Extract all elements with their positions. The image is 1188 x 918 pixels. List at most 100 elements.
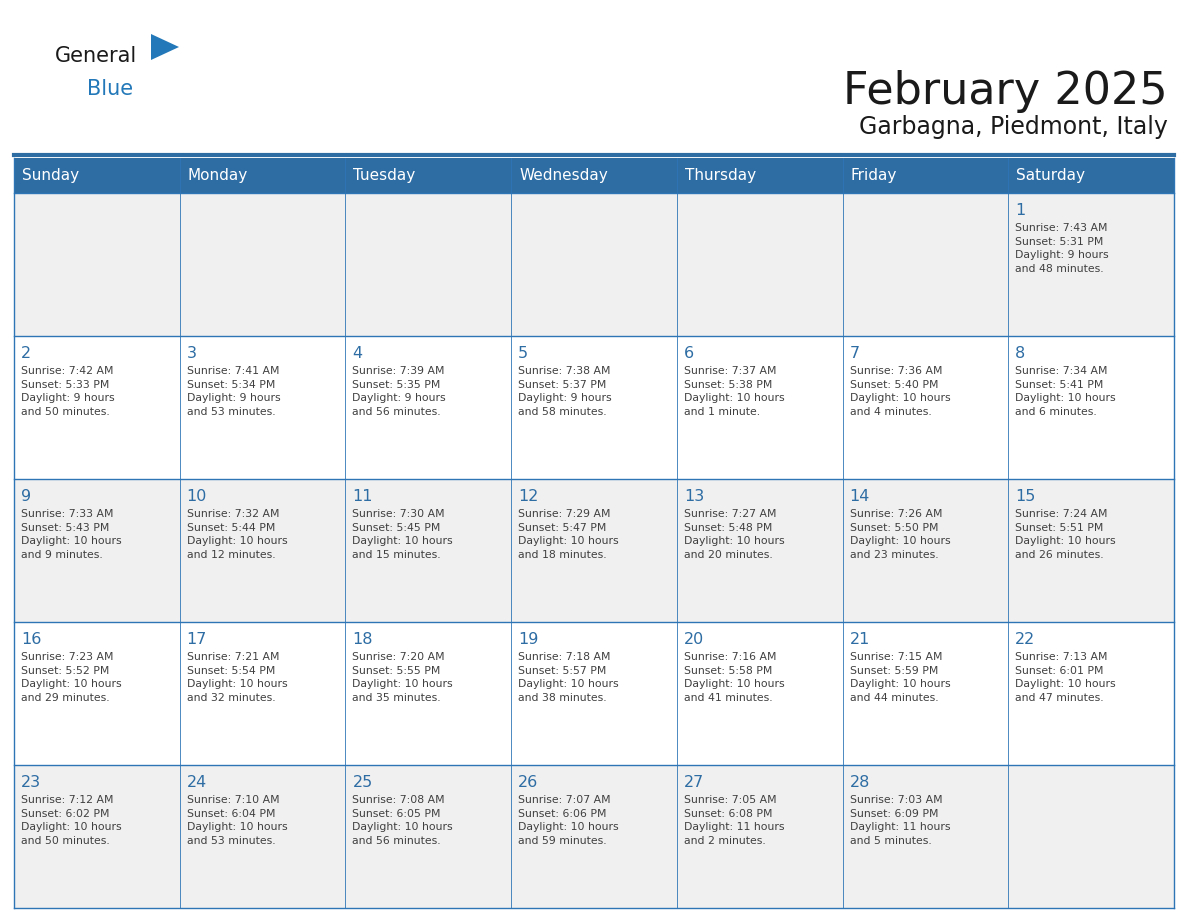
Bar	[179, 193, 346, 336]
Text: Sunrise: 7:37 AM
Sunset: 5:38 PM
Daylight: 10 hours
and 1 minute.: Sunrise: 7:37 AM Sunset: 5:38 PM Dayligh…	[684, 366, 784, 417]
Text: 8: 8	[1016, 346, 1025, 361]
Text: Thursday: Thursday	[684, 168, 756, 183]
Bar	[842, 765, 1009, 908]
Bar	[14, 479, 179, 622]
Text: 12: 12	[518, 489, 538, 504]
Bar	[179, 336, 346, 479]
Text: Saturday: Saturday	[1016, 168, 1086, 183]
Text: Sunday: Sunday	[23, 168, 80, 183]
Text: 13: 13	[684, 489, 704, 504]
Bar	[14, 765, 179, 908]
Text: 9: 9	[21, 489, 31, 504]
Text: 10: 10	[187, 489, 207, 504]
Bar	[677, 765, 842, 908]
Bar	[1009, 193, 1174, 336]
Text: Blue: Blue	[87, 79, 133, 99]
Bar	[179, 622, 346, 765]
Text: Sunrise: 7:29 AM
Sunset: 5:47 PM
Daylight: 10 hours
and 18 minutes.: Sunrise: 7:29 AM Sunset: 5:47 PM Dayligh…	[518, 509, 619, 560]
Text: 3: 3	[187, 346, 197, 361]
Text: Sunrise: 7:39 AM
Sunset: 5:35 PM
Daylight: 9 hours
and 56 minutes.: Sunrise: 7:39 AM Sunset: 5:35 PM Dayligh…	[353, 366, 446, 417]
Text: Sunrise: 7:36 AM
Sunset: 5:40 PM
Daylight: 10 hours
and 4 minutes.: Sunrise: 7:36 AM Sunset: 5:40 PM Dayligh…	[849, 366, 950, 417]
Text: 23: 23	[21, 775, 42, 790]
Text: Sunrise: 7:18 AM
Sunset: 5:57 PM
Daylight: 10 hours
and 38 minutes.: Sunrise: 7:18 AM Sunset: 5:57 PM Dayligh…	[518, 652, 619, 703]
Bar	[842, 479, 1009, 622]
Text: Sunrise: 7:26 AM
Sunset: 5:50 PM
Daylight: 10 hours
and 23 minutes.: Sunrise: 7:26 AM Sunset: 5:50 PM Dayligh…	[849, 509, 950, 560]
Text: Sunrise: 7:41 AM
Sunset: 5:34 PM
Daylight: 9 hours
and 53 minutes.: Sunrise: 7:41 AM Sunset: 5:34 PM Dayligh…	[187, 366, 280, 417]
Text: Tuesday: Tuesday	[353, 168, 416, 183]
Text: February 2025: February 2025	[843, 70, 1168, 113]
Bar	[842, 622, 1009, 765]
Bar	[842, 193, 1009, 336]
Text: Sunrise: 7:15 AM
Sunset: 5:59 PM
Daylight: 10 hours
and 44 minutes.: Sunrise: 7:15 AM Sunset: 5:59 PM Dayligh…	[849, 652, 950, 703]
Bar	[346, 622, 511, 765]
Text: Sunrise: 7:23 AM
Sunset: 5:52 PM
Daylight: 10 hours
and 29 minutes.: Sunrise: 7:23 AM Sunset: 5:52 PM Dayligh…	[21, 652, 121, 703]
Text: Sunrise: 7:20 AM
Sunset: 5:55 PM
Daylight: 10 hours
and 35 minutes.: Sunrise: 7:20 AM Sunset: 5:55 PM Dayligh…	[353, 652, 453, 703]
Bar	[511, 193, 677, 336]
Text: 28: 28	[849, 775, 870, 790]
Bar	[677, 622, 842, 765]
Text: General: General	[55, 46, 138, 66]
Bar	[511, 765, 677, 908]
Bar	[677, 336, 842, 479]
Text: 17: 17	[187, 632, 207, 647]
Text: Sunrise: 7:03 AM
Sunset: 6:09 PM
Daylight: 11 hours
and 5 minutes.: Sunrise: 7:03 AM Sunset: 6:09 PM Dayligh…	[849, 795, 950, 845]
Bar	[14, 336, 179, 479]
Text: 20: 20	[684, 632, 704, 647]
Text: 5: 5	[518, 346, 529, 361]
Bar	[1009, 336, 1174, 479]
Bar	[1009, 479, 1174, 622]
Text: 2: 2	[21, 346, 31, 361]
Text: Wednesday: Wednesday	[519, 168, 608, 183]
Text: Sunrise: 7:43 AM
Sunset: 5:31 PM
Daylight: 9 hours
and 48 minutes.: Sunrise: 7:43 AM Sunset: 5:31 PM Dayligh…	[1016, 223, 1108, 274]
Bar	[1009, 765, 1174, 908]
Text: 25: 25	[353, 775, 373, 790]
Bar	[346, 479, 511, 622]
Text: Sunrise: 7:12 AM
Sunset: 6:02 PM
Daylight: 10 hours
and 50 minutes.: Sunrise: 7:12 AM Sunset: 6:02 PM Dayligh…	[21, 795, 121, 845]
Text: 1: 1	[1016, 203, 1025, 218]
Bar	[14, 193, 179, 336]
Bar	[14, 158, 1174, 193]
Text: 7: 7	[849, 346, 860, 361]
Bar	[179, 765, 346, 908]
Text: Garbagna, Piedmont, Italy: Garbagna, Piedmont, Italy	[859, 115, 1168, 139]
Text: 6: 6	[684, 346, 694, 361]
Bar	[346, 193, 511, 336]
Text: 21: 21	[849, 632, 870, 647]
Text: 27: 27	[684, 775, 704, 790]
Text: Sunrise: 7:16 AM
Sunset: 5:58 PM
Daylight: 10 hours
and 41 minutes.: Sunrise: 7:16 AM Sunset: 5:58 PM Dayligh…	[684, 652, 784, 703]
Text: Sunrise: 7:34 AM
Sunset: 5:41 PM
Daylight: 10 hours
and 6 minutes.: Sunrise: 7:34 AM Sunset: 5:41 PM Dayligh…	[1016, 366, 1116, 417]
Text: 14: 14	[849, 489, 870, 504]
Text: Friday: Friday	[851, 168, 897, 183]
Text: 26: 26	[518, 775, 538, 790]
Text: Sunrise: 7:38 AM
Sunset: 5:37 PM
Daylight: 9 hours
and 58 minutes.: Sunrise: 7:38 AM Sunset: 5:37 PM Dayligh…	[518, 366, 612, 417]
Bar	[346, 765, 511, 908]
Bar	[677, 479, 842, 622]
Bar	[842, 336, 1009, 479]
Text: 18: 18	[353, 632, 373, 647]
Text: Sunrise: 7:13 AM
Sunset: 6:01 PM
Daylight: 10 hours
and 47 minutes.: Sunrise: 7:13 AM Sunset: 6:01 PM Dayligh…	[1016, 652, 1116, 703]
Text: 15: 15	[1016, 489, 1036, 504]
Text: Sunrise: 7:24 AM
Sunset: 5:51 PM
Daylight: 10 hours
and 26 minutes.: Sunrise: 7:24 AM Sunset: 5:51 PM Dayligh…	[1016, 509, 1116, 560]
Bar	[677, 193, 842, 336]
Text: Sunrise: 7:27 AM
Sunset: 5:48 PM
Daylight: 10 hours
and 20 minutes.: Sunrise: 7:27 AM Sunset: 5:48 PM Dayligh…	[684, 509, 784, 560]
Text: Sunrise: 7:10 AM
Sunset: 6:04 PM
Daylight: 10 hours
and 53 minutes.: Sunrise: 7:10 AM Sunset: 6:04 PM Dayligh…	[187, 795, 287, 845]
Text: 16: 16	[21, 632, 42, 647]
Bar	[179, 479, 346, 622]
Text: 4: 4	[353, 346, 362, 361]
Bar	[346, 336, 511, 479]
Text: Sunrise: 7:08 AM
Sunset: 6:05 PM
Daylight: 10 hours
and 56 minutes.: Sunrise: 7:08 AM Sunset: 6:05 PM Dayligh…	[353, 795, 453, 845]
Polygon shape	[151, 34, 179, 60]
Text: 19: 19	[518, 632, 538, 647]
Bar	[511, 622, 677, 765]
Bar	[14, 622, 179, 765]
Text: Sunrise: 7:30 AM
Sunset: 5:45 PM
Daylight: 10 hours
and 15 minutes.: Sunrise: 7:30 AM Sunset: 5:45 PM Dayligh…	[353, 509, 453, 560]
Bar	[511, 336, 677, 479]
Bar	[511, 479, 677, 622]
Text: Sunrise: 7:42 AM
Sunset: 5:33 PM
Daylight: 9 hours
and 50 minutes.: Sunrise: 7:42 AM Sunset: 5:33 PM Dayligh…	[21, 366, 114, 417]
Text: Sunrise: 7:07 AM
Sunset: 6:06 PM
Daylight: 10 hours
and 59 minutes.: Sunrise: 7:07 AM Sunset: 6:06 PM Dayligh…	[518, 795, 619, 845]
Text: Sunrise: 7:21 AM
Sunset: 5:54 PM
Daylight: 10 hours
and 32 minutes.: Sunrise: 7:21 AM Sunset: 5:54 PM Dayligh…	[187, 652, 287, 703]
Text: 11: 11	[353, 489, 373, 504]
Text: Sunrise: 7:05 AM
Sunset: 6:08 PM
Daylight: 11 hours
and 2 minutes.: Sunrise: 7:05 AM Sunset: 6:08 PM Dayligh…	[684, 795, 784, 845]
Text: Sunrise: 7:33 AM
Sunset: 5:43 PM
Daylight: 10 hours
and 9 minutes.: Sunrise: 7:33 AM Sunset: 5:43 PM Dayligh…	[21, 509, 121, 560]
Text: 24: 24	[187, 775, 207, 790]
